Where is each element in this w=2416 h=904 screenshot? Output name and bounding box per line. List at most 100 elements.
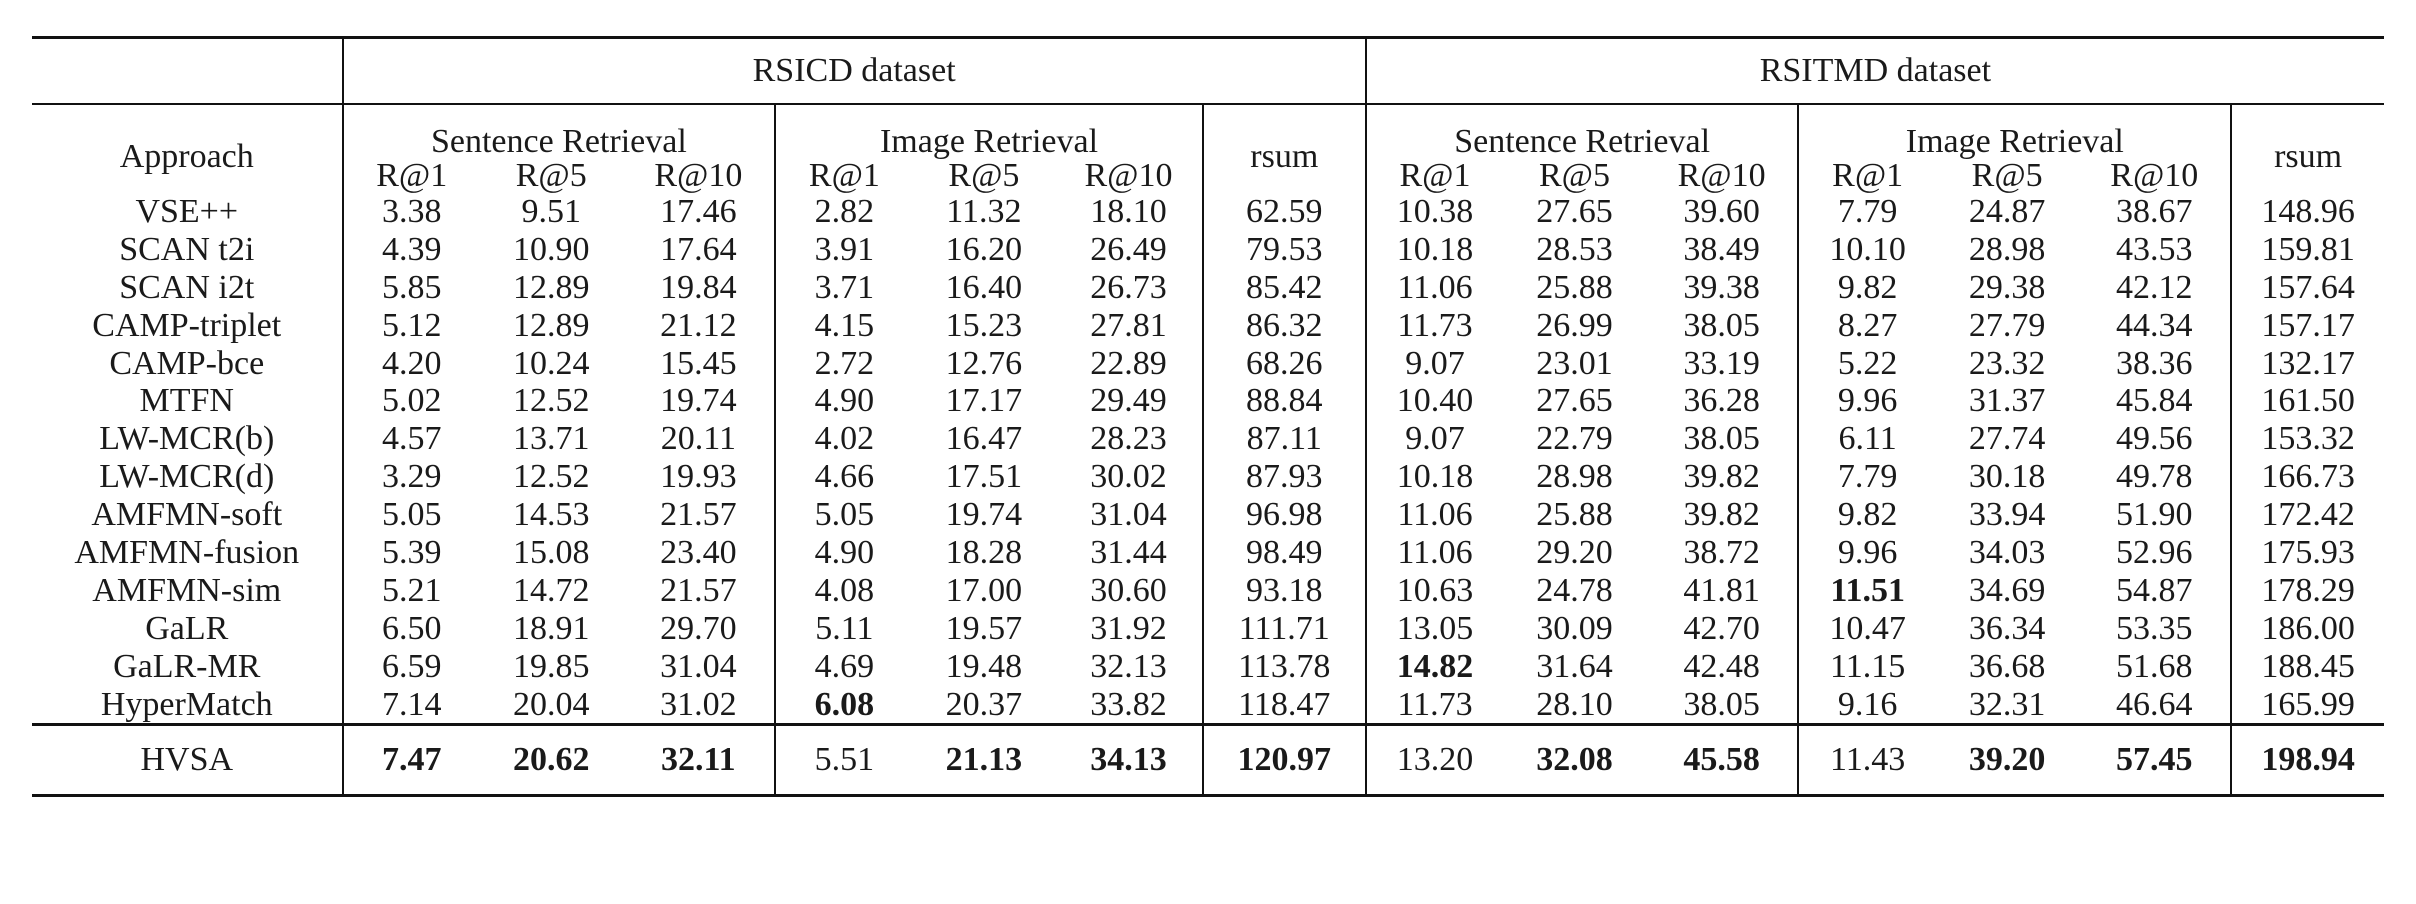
table-cell: 28.10 — [1536, 685, 1613, 723]
table-row: AMFMN-soft 5.05 14.53 21.57 5.05 19.74 31.04 96… — [32, 496, 2384, 535]
table-cell: 13.71 — [512, 420, 590, 458]
rsum-header-rsicd: rsum — [1201, 121, 1366, 193]
table-cell: 51.68 — [2116, 647, 2193, 685]
table-cell: 10.18 — [1364, 458, 1504, 497]
table-cell: 19.74 — [660, 382, 737, 420]
table-row: SCAN t2i 4.39 10.90 17.64 3.91 16.20 26.49 79.5… — [32, 230, 2384, 269]
table-cell: 15.23 — [945, 306, 1023, 344]
table-cell: 38.67 — [2116, 192, 2193, 230]
table-cell: 24.78 — [1536, 571, 1613, 609]
group-header-row: Approach Sentence Retrieval Image Retrie… — [32, 121, 2384, 193]
table-cell: 7.14 — [341, 685, 480, 725]
approach-name: LW-MCR(b) — [99, 420, 275, 458]
approach-name: CAMP-bce — [109, 344, 265, 382]
table-cell: 15.08 — [512, 533, 590, 571]
table-cell: 5.22 — [1797, 344, 1936, 383]
table-cell: 32.11 — [622, 723, 776, 798]
approach-name: CAMP-triplet — [92, 306, 282, 344]
table-cell: 25.88 — [1536, 496, 1613, 534]
table-cell: 86.32 — [1201, 306, 1366, 345]
table-cell: 17.17 — [945, 382, 1023, 420]
table-cell: 25.88 — [1536, 268, 1613, 306]
table-cell: 8.27 — [1797, 306, 1936, 345]
table-cell: 28.23 — [1090, 420, 1167, 458]
table-cell: 12.52 — [512, 382, 590, 420]
approach-name: LW-MCR(d) — [99, 458, 275, 496]
table-cell: 29.20 — [1536, 533, 1613, 571]
table-cell: 45.84 — [2116, 382, 2193, 420]
results-body: VSE++ 3.38 9.51 17.46 2.82 11.32 18.10 62.59 10.… — [32, 193, 2384, 725]
table-cell: 29.70 — [660, 609, 737, 647]
metric-header: R@1 — [1797, 159, 1936, 193]
table-cell: 39.38 — [1683, 268, 1760, 306]
table-cell: 7.47 — [341, 723, 480, 798]
approach-name: SCAN i2t — [119, 268, 255, 306]
table-cell: 22.79 — [1536, 420, 1613, 458]
table-cell: 27.65 — [1536, 382, 1613, 420]
table-row: SCAN i2t 5.85 12.89 19.84 3.71 16.40 26.73 85.4… — [32, 268, 2384, 307]
table-cell: 186.00 — [2230, 609, 2384, 648]
table-cell: 31.64 — [1536, 647, 1613, 685]
table-cell: 11.06 — [1364, 534, 1504, 572]
table-cell: 30.09 — [1536, 609, 1613, 647]
table-cell: 31.04 — [660, 647, 737, 685]
table-cell: 18.28 — [945, 533, 1023, 571]
table-cell: 21.13 — [912, 723, 1056, 798]
metric-header: R@10 — [654, 157, 743, 194]
results-table-container: RSICD dataset RSITMD dataset Approach Se… — [32, 36, 2384, 798]
table-cell: 19.57 — [945, 609, 1023, 647]
table-row: AMFMN-sim 5.21 14.72 21.57 4.08 17.00 30.60 93.… — [32, 571, 2384, 610]
table-cell: 2.82 — [774, 193, 913, 231]
rsum-header-rsitmd: rsum — [2230, 121, 2384, 193]
table-cell: 31.44 — [1090, 533, 1167, 571]
table-cell: 33.19 — [1683, 344, 1760, 382]
table-cell: 32.08 — [1503, 723, 1646, 798]
table-cell: 16.40 — [945, 268, 1023, 306]
approach-header: Approach — [119, 138, 254, 175]
table-cell: 20.11 — [660, 420, 736, 458]
table-cell: 44.34 — [2116, 306, 2193, 344]
results-table: RSICD dataset RSITMD dataset Approach Se… — [32, 36, 2384, 798]
table-cell: 79.53 — [1201, 230, 1366, 269]
table-cell: 10.63 — [1364, 571, 1504, 610]
table-cell: 148.96 — [2230, 193, 2384, 231]
table-cell: 33.82 — [1090, 685, 1167, 723]
table-cell: 14.53 — [512, 496, 590, 534]
metric-header-row: R@1 R@5 R@10 R@1 R@5 R@10 R@1 R@5 R@10 R… — [32, 159, 2384, 193]
table-cell: 10.40 — [1364, 382, 1504, 421]
table-cell: 5.02 — [341, 382, 480, 421]
table-cell: 52.96 — [2116, 533, 2193, 571]
group-header-rsitmd-sentence: Sentence Retrieval — [1364, 121, 1799, 159]
table-cell: 161.50 — [2230, 382, 2384, 421]
table-cell: 23.01 — [1536, 344, 1613, 382]
table-cell: 57.45 — [2078, 723, 2232, 798]
table-cell: 9.51 — [521, 192, 581, 230]
table-cell: 30.60 — [1090, 571, 1167, 609]
table-cell: 10.38 — [1364, 193, 1504, 231]
table-cell: 93.18 — [1201, 571, 1366, 610]
table-cell: 27.79 — [1968, 306, 2046, 344]
table-cell: 4.90 — [774, 382, 913, 421]
table-cell: 11.32 — [946, 192, 1022, 230]
table-cell: 9.82 — [1797, 496, 1936, 535]
table-cell: 4.66 — [774, 458, 913, 497]
table-cell: 11.15 — [1797, 647, 1936, 686]
table-row: LW-MCR(d) 3.29 12.52 19.93 4.66 17.51 30.02 87.… — [32, 458, 2384, 497]
table-cell: 4.39 — [341, 230, 480, 269]
table-row: LW-MCR(b) 4.57 13.71 20.11 4.02 16.47 28.23 87.… — [32, 420, 2384, 459]
table-cell: 31.37 — [1968, 382, 2046, 420]
table-cell: 4.08 — [774, 571, 913, 610]
table-cell: 87.11 — [1201, 420, 1366, 459]
table-cell: 62.59 — [1201, 193, 1366, 231]
approach-name: MTFN — [139, 382, 234, 420]
table-cell: 18.91 — [512, 609, 590, 647]
table-cell: 53.35 — [2116, 609, 2193, 647]
table-cell: 87.93 — [1201, 458, 1366, 497]
metric-header: R@1 — [341, 159, 480, 193]
table-cell: 27.65 — [1536, 192, 1613, 230]
metric-header: R@5 — [515, 157, 587, 194]
approach-name: VSE++ — [135, 192, 239, 230]
table-cell: 10.18 — [1364, 230, 1504, 269]
table-cell: 11.43 — [1797, 723, 1936, 798]
table-row: CAMP-bce 4.20 10.24 15.45 2.72 12.76 22.89 68.2… — [32, 344, 2384, 383]
